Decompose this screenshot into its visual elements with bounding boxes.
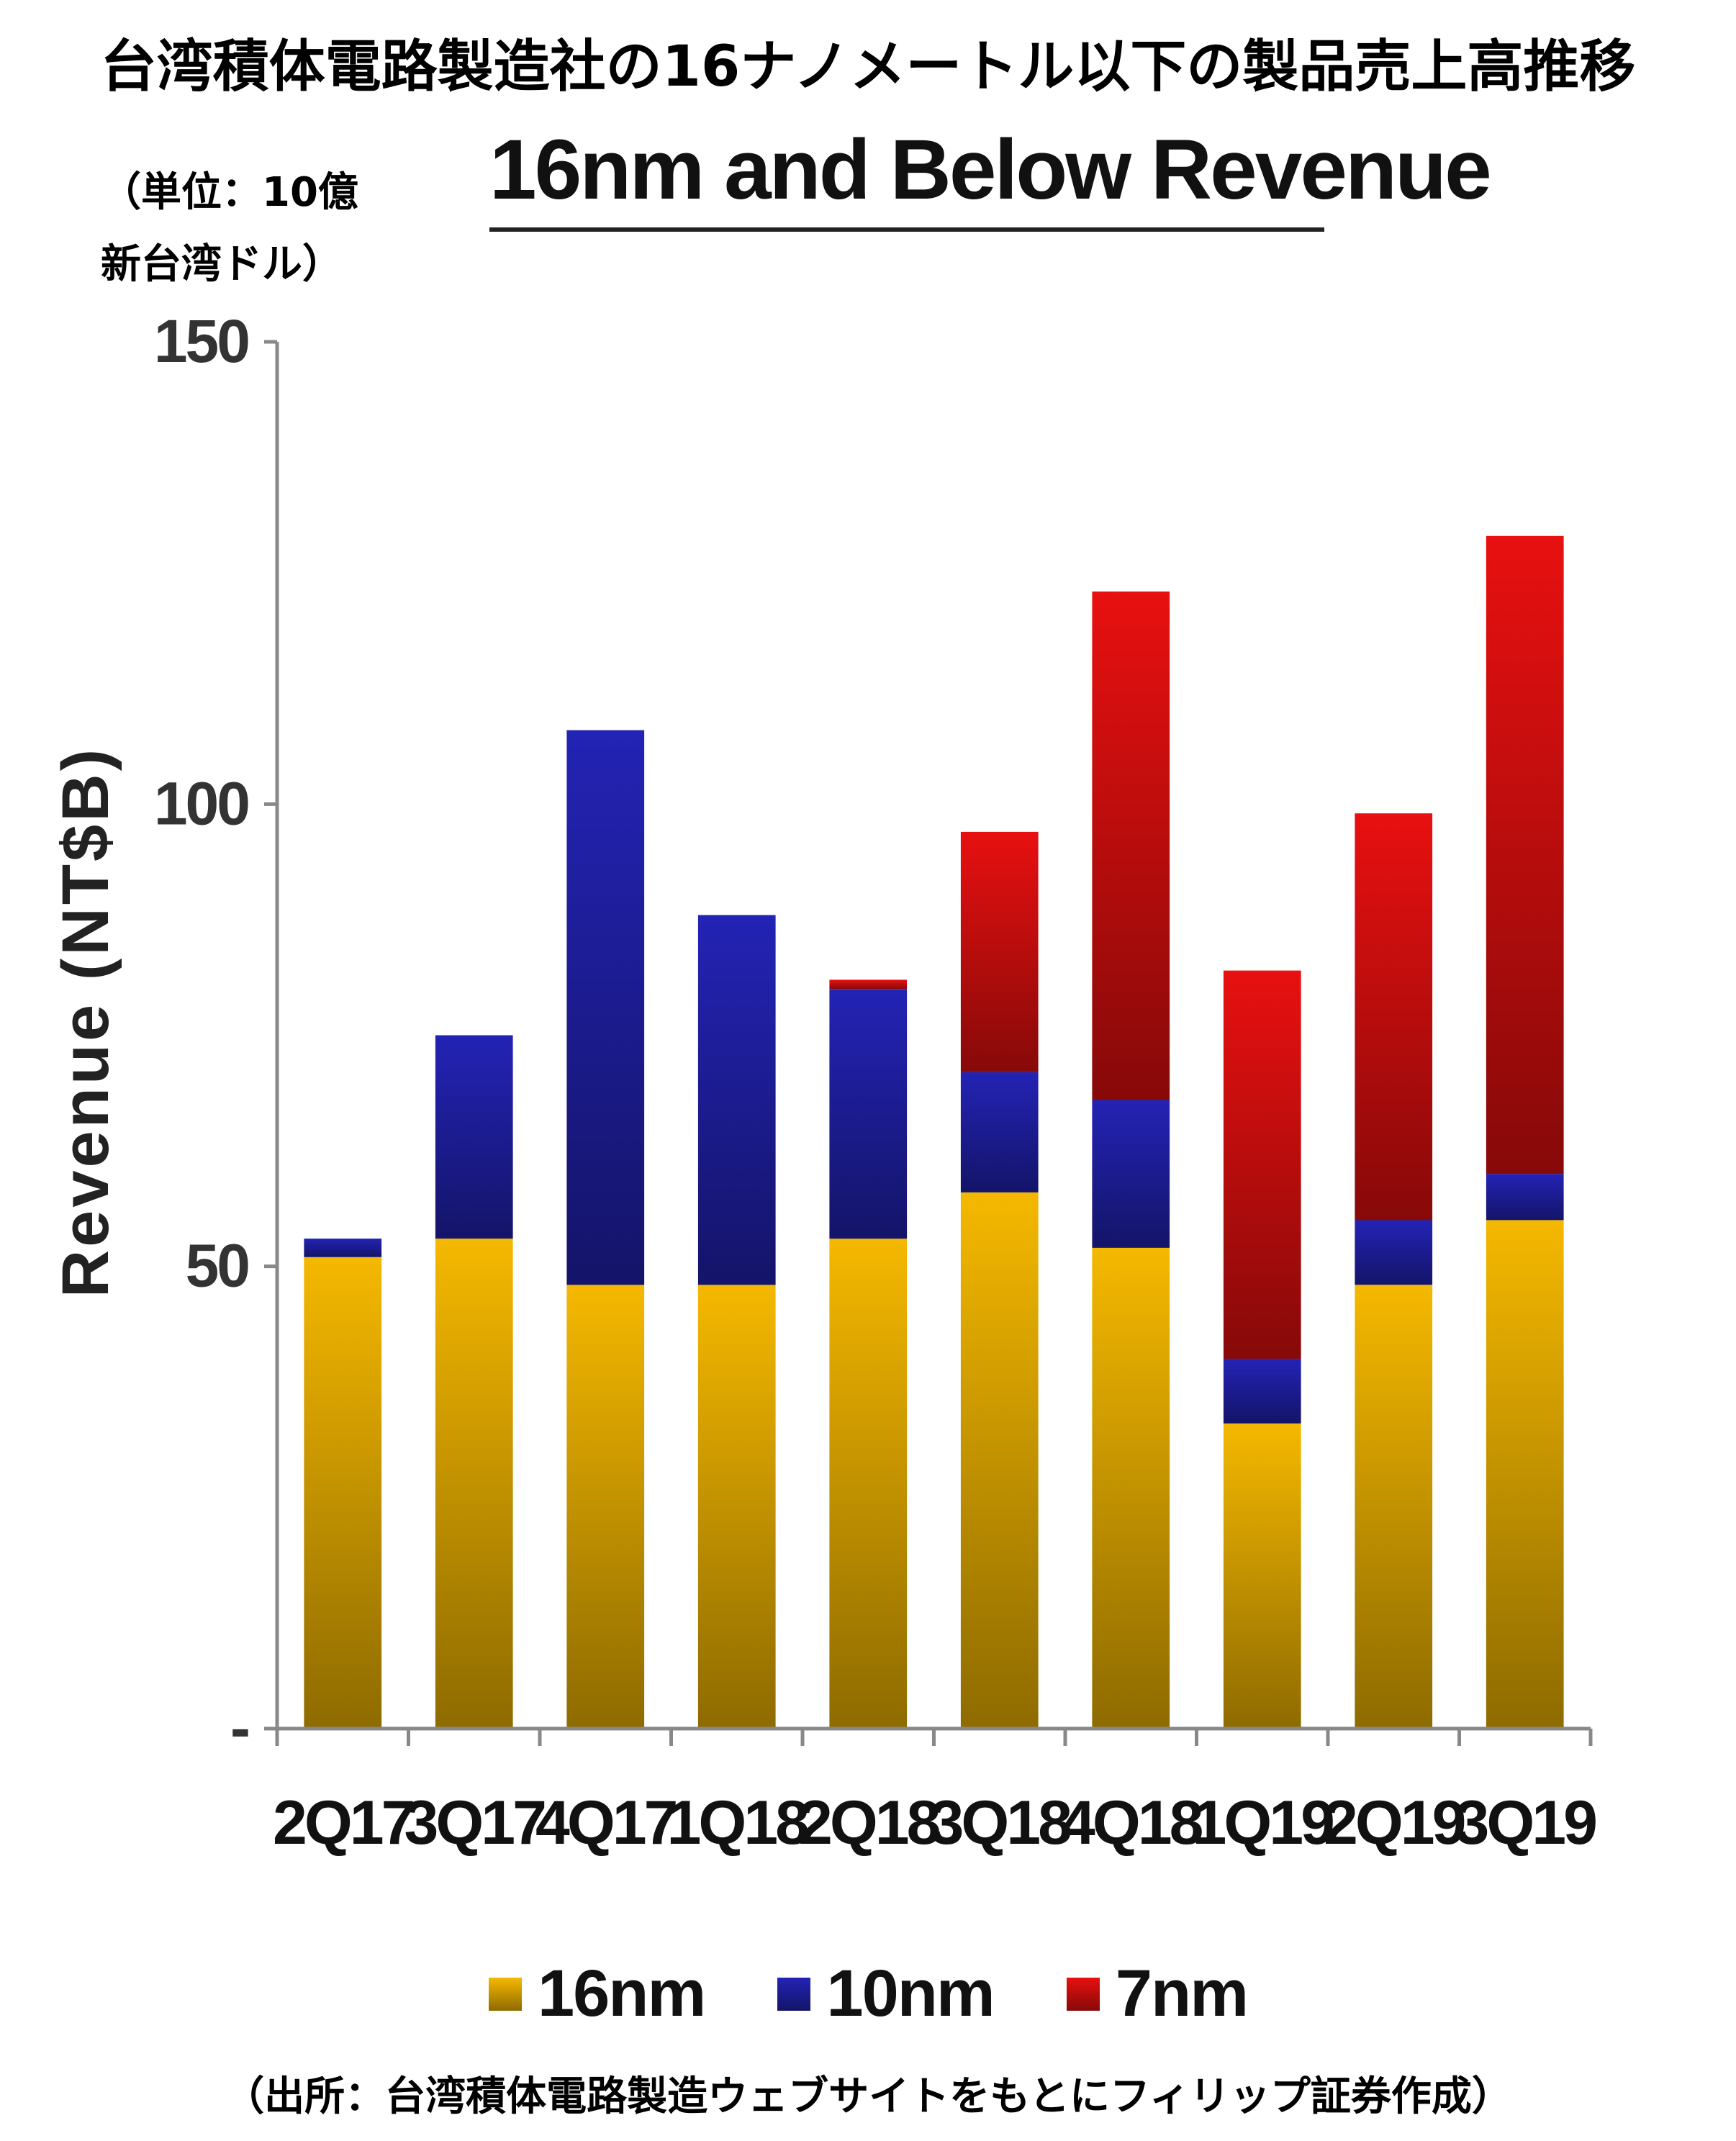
x-tick-label: 4Q18: [1061, 1788, 1203, 1857]
legend-label-16nm: 16nm: [537, 1957, 706, 2030]
bar-16nm-4Q18: [1092, 1248, 1170, 1729]
bar-10nm-2Q19: [1355, 1220, 1433, 1285]
unit-label-line2: 新台湾ドル）: [101, 241, 343, 288]
y-tick-label: 150: [154, 307, 248, 375]
bar-10nm-3Q17: [435, 1035, 513, 1239]
bar-7nm-2Q19: [1355, 813, 1433, 1221]
y-tick-label: 50: [186, 1232, 249, 1300]
bar-10nm-2Q17: [304, 1239, 382, 1257]
bar-7nm-1Q19: [1223, 970, 1301, 1359]
bar-16nm-2Q18: [829, 1239, 908, 1729]
bar-16nm-3Q18: [960, 1192, 1039, 1729]
unit-label-line1: （単位：10億: [101, 169, 358, 216]
bar-10nm-1Q19: [1223, 1359, 1301, 1423]
bar-16nm-3Q19: [1486, 1220, 1564, 1729]
bar-10nm-2Q18: [829, 989, 908, 1239]
labels-layer: - 50 100 150 2Q173Q174Q171Q182Q183Q184Q181Q1…: [49, 307, 1599, 1857]
bar-7nm-4Q18: [1092, 591, 1170, 1100]
y-axis-title: Revenue (NT$B): [49, 746, 122, 1298]
legend-swatch-7nm: [1066, 1977, 1100, 2011]
x-tick-label: 3Q19: [1455, 1788, 1596, 1857]
legend-item-10nm: 10nm: [777, 1956, 995, 2032]
x-tick-label: 4Q17: [535, 1788, 677, 1857]
legend-swatch-10nm: [777, 1977, 811, 2011]
bar-10nm-4Q18: [1092, 1100, 1170, 1248]
x-tick-label: 2Q19: [1324, 1788, 1465, 1857]
axes-layer: [264, 340, 1593, 1746]
bar-16nm-1Q18: [697, 1285, 776, 1729]
legend-label-10nm: 10nm: [826, 1957, 995, 2030]
bar-10nm-1Q18: [697, 915, 776, 1285]
chart-title-underline: [489, 227, 1324, 232]
x-tick-label: 2Q17: [273, 1788, 414, 1857]
y-tick-label: 100: [154, 769, 248, 837]
source-note: （出所：台湾積体電路製造ウェブサイトをもとにフィリップ証券作成）: [224, 2073, 1512, 2120]
x-tick-label: 1Q18: [667, 1788, 809, 1857]
y-tick-label: -: [230, 1694, 248, 1762]
legend-item-7nm: 7nm: [1066, 1956, 1249, 2032]
bar-16nm-1Q19: [1223, 1423, 1301, 1729]
bar-7nm-2Q18: [829, 979, 908, 990]
bars-layer: [304, 535, 1564, 1729]
x-tick-label: 2Q18: [798, 1788, 940, 1857]
x-tick-label: 3Q18: [930, 1788, 1072, 1857]
bar-10nm-3Q18: [960, 1072, 1039, 1192]
bar-16nm-2Q19: [1355, 1285, 1433, 1729]
bar-16nm-2Q17: [304, 1257, 382, 1729]
unit-label: （単位：10億 新台湾ドル）: [101, 157, 358, 301]
bar-10nm-3Q19: [1486, 1174, 1564, 1221]
bar-16nm-3Q17: [435, 1239, 513, 1729]
bar-16nm-4Q17: [566, 1285, 645, 1729]
page-title: 台湾積体電路製造社の16ナノメートル以下の製品売上高推移: [100, 35, 1636, 99]
legend-label-7nm: 7nm: [1115, 1957, 1249, 2030]
legend: 16nm 10nm 7nm: [0, 1956, 1736, 2032]
bar-7nm-3Q19: [1486, 535, 1564, 1174]
legend-item-16nm: 16nm: [488, 1956, 706, 2032]
legend-swatch-16nm: [488, 1977, 522, 2011]
bar-7nm-3Q18: [960, 831, 1039, 1072]
x-tick-label: 3Q17: [404, 1788, 546, 1857]
bar-10nm-4Q17: [566, 730, 645, 1285]
x-tick-label: 1Q19: [1193, 1788, 1334, 1857]
